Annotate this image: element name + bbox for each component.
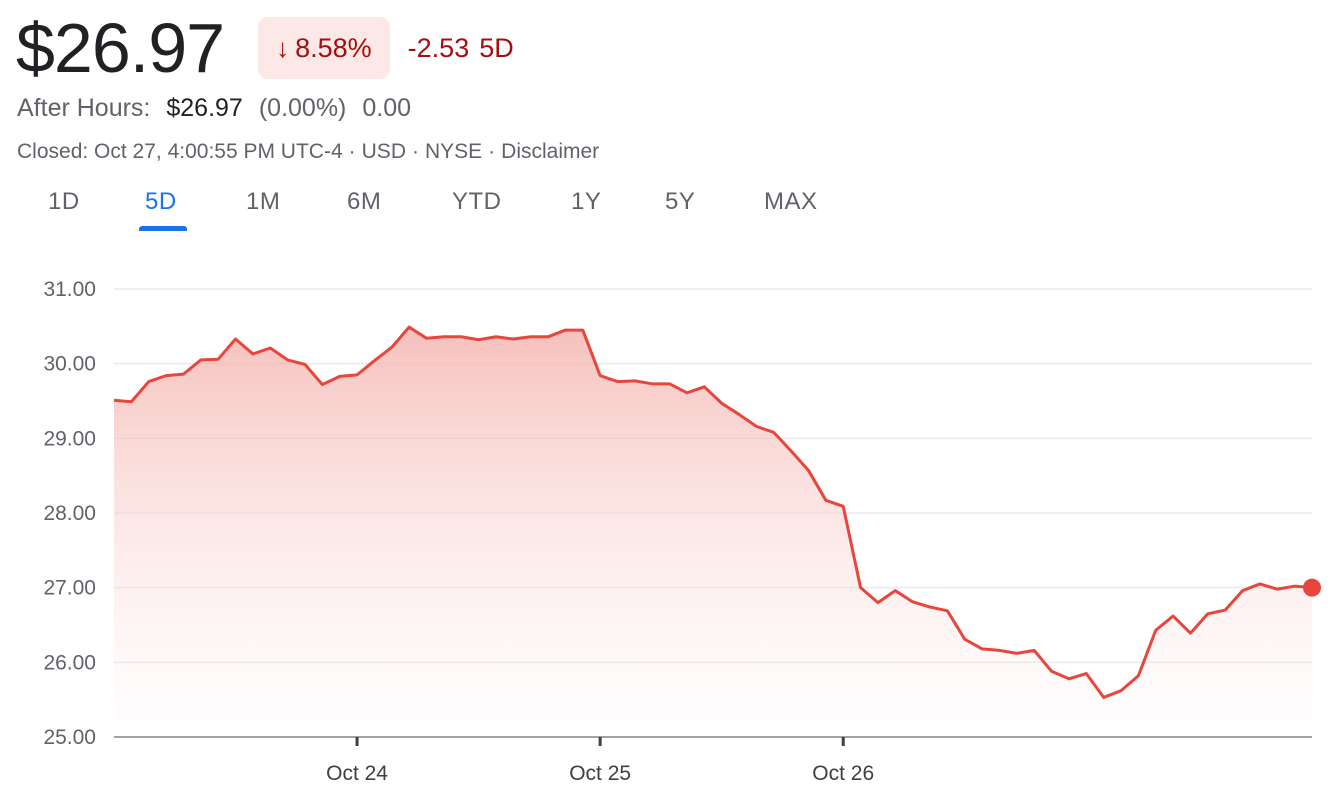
y-axis-ticks: 31.00 30.00 29.00 28.00 27.00 26.00 25.00	[43, 278, 96, 749]
tab-1m[interactable]: 1M	[246, 188, 281, 215]
price-area-fill	[114, 327, 1312, 737]
x-axis-ticks: Oct 24 Oct 25 Oct 26	[326, 737, 874, 785]
y-tick-label: 28.00	[43, 502, 96, 525]
after-hours-percent: (0.00%)	[258, 94, 347, 122]
after-hours-price: $26.97	[166, 94, 243, 122]
current-price: $26.97	[16, 9, 225, 87]
after-hours-label: After Hours:	[17, 94, 151, 122]
arrow-down-icon: ↓	[276, 32, 290, 63]
quote-header: $26.97 ↓ 8.58% -2.53 5D	[16, 8, 514, 88]
y-tick-label: 29.00	[43, 427, 96, 450]
after-hours-row: After Hours: $26.97 (0.00%) 0.00	[17, 94, 411, 123]
tab-6m[interactable]: 6M	[347, 188, 382, 215]
currency: USD	[361, 140, 406, 163]
change-absolute: -2.53	[407, 32, 470, 63]
exchange: NYSE	[424, 140, 483, 163]
y-tick-label: 31.00	[43, 278, 96, 301]
change-percent: 8.58%	[295, 32, 372, 63]
y-tick-label: 27.00	[43, 577, 96, 600]
y-tick-label: 26.00	[43, 651, 96, 674]
y-tick-label: 30.00	[43, 353, 96, 376]
price-line	[113, 325, 1313, 699]
separator-dot: ·	[488, 140, 496, 163]
tab-1y[interactable]: 1Y	[571, 188, 602, 215]
change-period: 5D	[479, 32, 514, 63]
y-tick-label: 25.00	[43, 726, 96, 749]
change-summary: -2.53 5D	[408, 33, 514, 64]
tab-5d[interactable]: 5D	[145, 188, 177, 215]
price-chart[interactable]: 31.00 30.00 29.00 28.00 27.00 26.00 25.00 Oct …	[0, 250, 1340, 790]
tab-1d[interactable]: 1D	[48, 188, 80, 215]
change-percent-badge: ↓ 8.58%	[258, 17, 390, 79]
x-tick-label: Oct 24	[326, 762, 388, 785]
tab-ytd[interactable]: YTD	[452, 188, 502, 215]
last-price-marker	[1303, 578, 1321, 597]
separator-dot: ·	[348, 140, 356, 163]
disclaimer-link[interactable]: Disclaimer	[501, 140, 600, 163]
tab-5y[interactable]: 5Y	[665, 188, 696, 215]
active-tab-indicator	[139, 226, 187, 231]
tab-max[interactable]: MAX	[764, 188, 818, 215]
market-status-row: Closed: Oct 27, 4:00:55 PM UTC-4 · USD ·…	[17, 140, 599, 164]
after-hours-change: 0.00	[362, 94, 412, 122]
separator-dot: ·	[411, 140, 419, 163]
x-tick-label: Oct 26	[812, 762, 874, 785]
closed-timestamp: Closed: Oct 27, 4:00:55 PM UTC-4	[17, 140, 343, 163]
x-tick-label: Oct 25	[569, 762, 631, 785]
